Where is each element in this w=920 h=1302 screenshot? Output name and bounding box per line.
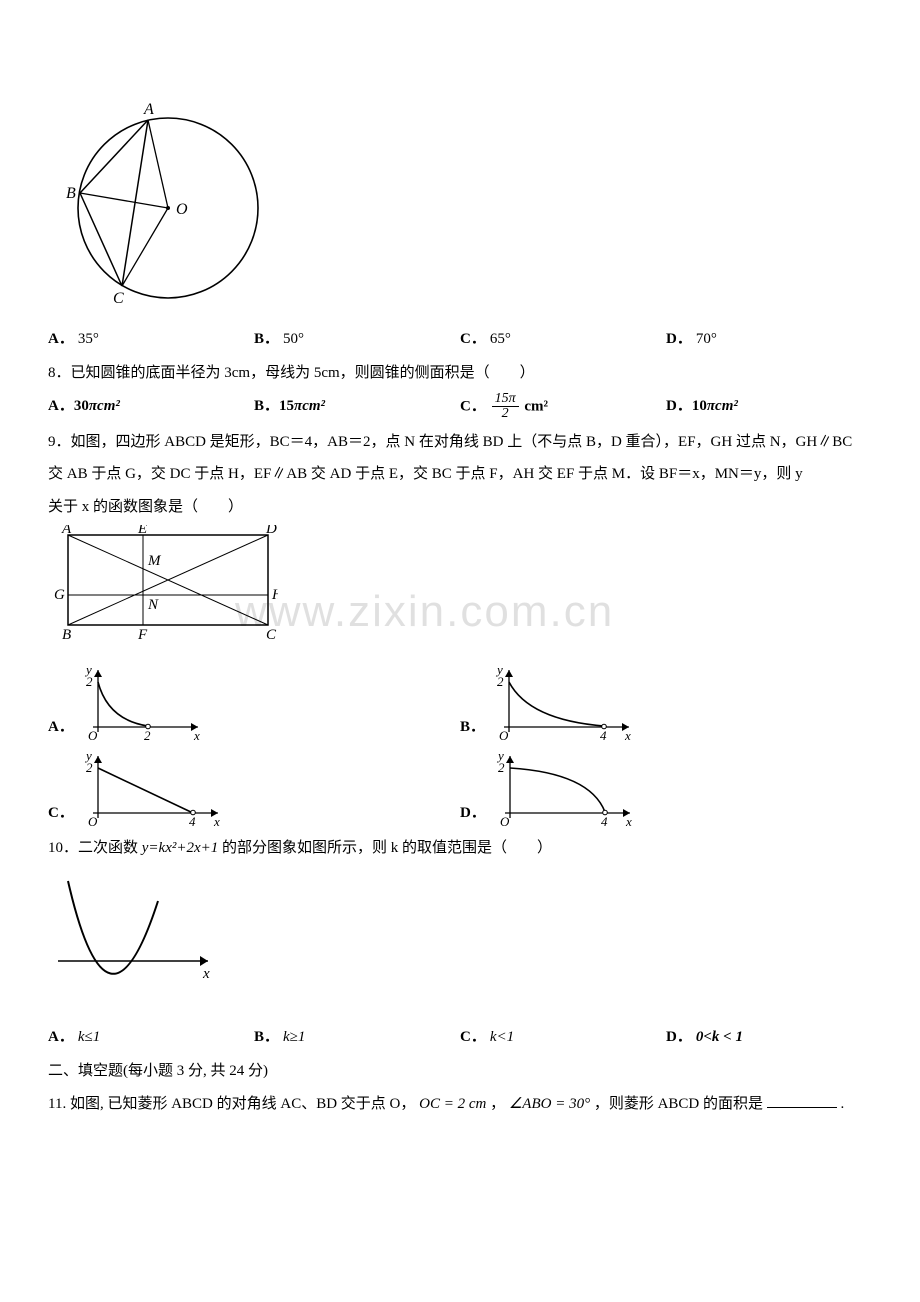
q10-figure: x bbox=[48, 866, 872, 1017]
q10-options: A．k≤1 B．k≥1 C．k<1 D．0<k < 1 bbox=[48, 1023, 872, 1052]
q7-options: A．35° B．50° C．65° D．70° bbox=[48, 325, 872, 354]
q9-lbl-E: E bbox=[137, 525, 147, 537]
q8-opt-c: C． 15π 2 cm² bbox=[460, 392, 666, 422]
q8-text: 8．已知圆锥的底面半径为 3cm，母线为 5cm，则圆锥的侧面积是（ ） bbox=[48, 359, 872, 388]
q10-opt-d: D．0<k < 1 bbox=[666, 1023, 872, 1052]
q9-graph-a: 2 2 O x y bbox=[78, 662, 208, 742]
q7-opt-a: A．35° bbox=[48, 325, 254, 354]
q9-lbl-M: M bbox=[147, 553, 162, 569]
q8-b-unit: πcm² bbox=[294, 398, 325, 414]
q7-opt-c: C．65° bbox=[460, 325, 666, 354]
q7-opt-b-val: 50° bbox=[283, 331, 304, 347]
q7-opt-d-val: 70° bbox=[696, 331, 717, 347]
q8-d-unit: πcm² bbox=[707, 398, 738, 414]
q9-line3: 关于 x 的函数图象是（ ） bbox=[48, 493, 872, 522]
section2-header: 二、填空题(每小题 3 分, 共 24 分) bbox=[48, 1057, 872, 1086]
q10-pre: 10．二次函数 bbox=[48, 840, 142, 856]
svg-text:x: x bbox=[625, 814, 632, 828]
q8-opt-b: B．15πcm² bbox=[254, 392, 460, 422]
q7-opt-d: D．70° bbox=[666, 325, 872, 354]
q11-abo: ∠ABO = 30° bbox=[509, 1096, 590, 1112]
q8-c-num: 15π bbox=[492, 392, 519, 408]
svg-text:x: x bbox=[213, 814, 220, 828]
q7-figure: A B C O bbox=[48, 98, 872, 319]
q9-line1: 9．如图，四边形 ABCD 是矩形，BC＝4，AB＝2，点 N 在对角线 BD … bbox=[48, 428, 872, 457]
q8-a-unit: πcm² bbox=[89, 398, 120, 414]
q9-graph-c: 2 4 O x y bbox=[78, 748, 228, 828]
q9-lbl-H: H bbox=[271, 587, 278, 603]
q7-label-B: B bbox=[66, 185, 76, 202]
q9-line2: 交 AB 于点 G，交 DC 于点 H，EF∥AB 交 AD 于点 E，交 BC… bbox=[48, 460, 872, 489]
q11-text: 11. 如图, 已知菱形 ABCD 的对角线 AC、BD 交于点 O， OC =… bbox=[48, 1090, 872, 1119]
q9-graph-d: 2 4 O x y bbox=[490, 748, 640, 828]
q10-opt-a: A．k≤1 bbox=[48, 1023, 254, 1052]
q10-b-val: k≥1 bbox=[283, 1029, 305, 1045]
q7-opt-c-val: 65° bbox=[490, 331, 511, 347]
q7-opt-a-val: 35° bbox=[78, 331, 99, 347]
q10-opt-b: B．k≥1 bbox=[254, 1023, 460, 1052]
q9-opt-c: C． 2 4 O x y bbox=[48, 748, 460, 828]
q11-end: . bbox=[841, 1096, 845, 1112]
q9-lbl-B: B bbox=[62, 627, 71, 643]
q9-lbl-N: N bbox=[147, 597, 159, 613]
q8-b-pre: B．15 bbox=[254, 398, 294, 414]
svg-text:2: 2 bbox=[144, 728, 151, 742]
svg-text:y: y bbox=[495, 662, 503, 677]
svg-text:4: 4 bbox=[601, 814, 608, 828]
q7-label-C: C bbox=[113, 290, 124, 307]
q9-lbl-F: F bbox=[137, 627, 148, 643]
q10-d-val: 0<k < 1 bbox=[696, 1029, 743, 1045]
q8-d-pre: D．10 bbox=[666, 398, 707, 414]
q10-post: 的部分图象如图所示，则 k 的取值范围是（ ） bbox=[218, 840, 552, 856]
q11-pre: 11. 如图, 已知菱形 ABCD 的对角线 AC、BD 交于点 O， bbox=[48, 1096, 415, 1112]
q8-opt-d: D．10πcm² bbox=[666, 392, 872, 422]
svg-text:4: 4 bbox=[189, 814, 196, 828]
svg-text:x: x bbox=[624, 728, 631, 742]
q10-eq: y=kx²+2x+1 bbox=[142, 840, 219, 856]
q8-c-pre: C． bbox=[460, 398, 486, 414]
q10-a-val: k≤1 bbox=[78, 1029, 100, 1045]
q10-c-val: k<1 bbox=[490, 1029, 514, 1045]
svg-text:x: x bbox=[193, 728, 200, 742]
svg-text:4: 4 bbox=[600, 728, 607, 742]
q9-options-row2: C． 2 4 O x y D． 2 4 O x y bbox=[48, 748, 872, 828]
svg-text:y: y bbox=[84, 748, 92, 763]
q9-lbl-D: D bbox=[265, 525, 277, 537]
q9-rect-figure: A D B C E F G H M N bbox=[48, 525, 872, 656]
q10-opt-c: C．k<1 bbox=[460, 1023, 666, 1052]
q9-graph-b: 2 4 O x y bbox=[489, 662, 639, 742]
svg-text:O: O bbox=[500, 814, 510, 828]
q8-a-pre: A．30 bbox=[48, 398, 89, 414]
q11-oc: OC = 2 cm bbox=[419, 1096, 486, 1112]
q7-label-A: A bbox=[143, 101, 154, 118]
q8-opt-a: A．30πcm² bbox=[48, 392, 254, 422]
q11-post: ，则菱形 ABCD 的面积是 bbox=[594, 1096, 763, 1112]
q9-lbl-C: C bbox=[266, 627, 277, 643]
q9-opt-b: B． 2 4 O x y bbox=[460, 662, 872, 742]
q8-c-den: 2 bbox=[492, 407, 519, 422]
q9-opt-d: D． 2 4 O x y bbox=[460, 748, 872, 828]
q10-text: 10．二次函数 y=kx²+2x+1 的部分图象如图所示，则 k 的取值范围是（… bbox=[48, 834, 872, 863]
svg-text:y: y bbox=[496, 748, 504, 763]
q9-opt-a: A． 2 2 O x y bbox=[48, 662, 460, 742]
q9-options-row1: A． 2 2 O x y B． 2 4 O x y bbox=[48, 662, 872, 742]
q7-opt-b: B．50° bbox=[254, 325, 460, 354]
q11-mid: ， bbox=[490, 1096, 505, 1112]
q7-label-O: O bbox=[176, 201, 188, 218]
q8-options: A．30πcm² B．15πcm² C． 15π 2 cm² D．10πcm² bbox=[48, 392, 872, 422]
q9-lbl-G: G bbox=[54, 587, 65, 603]
svg-text:O: O bbox=[88, 728, 98, 742]
svg-text:O: O bbox=[88, 814, 98, 828]
svg-text:x: x bbox=[202, 966, 210, 982]
svg-text:y: y bbox=[84, 662, 92, 677]
svg-text:O: O bbox=[499, 728, 509, 742]
q8-c-unit: cm² bbox=[524, 398, 548, 414]
q11-blank bbox=[767, 1093, 837, 1108]
q9-lbl-A: A bbox=[61, 525, 72, 537]
q8-c-frac: 15π 2 bbox=[492, 392, 519, 422]
